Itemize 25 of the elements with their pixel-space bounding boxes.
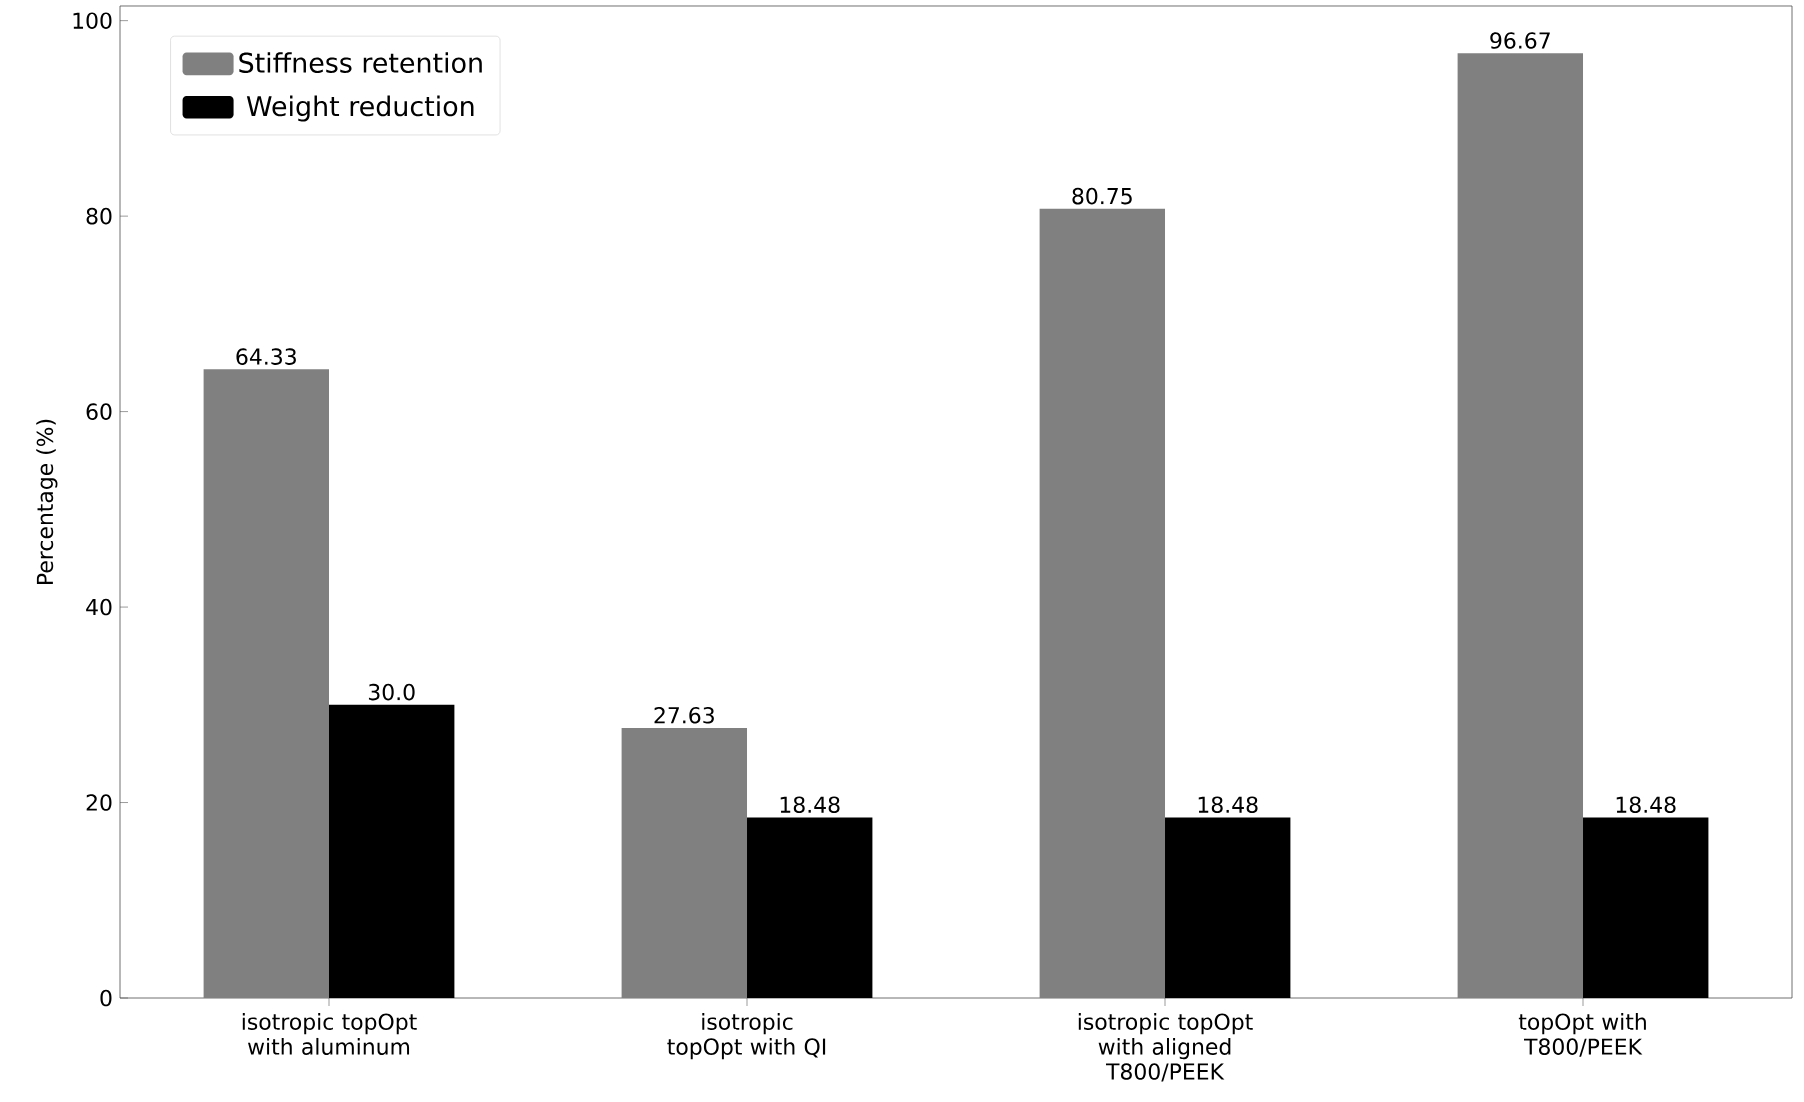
legend-label: Stiffness retention: [239, 52, 482, 73]
x-tick-label: topOpt with T800/PEEK: [1518, 1013, 1646, 1057]
data-label: 18.48: [1616, 796, 1676, 813]
y-tick-label: 100: [73, 12, 112, 29]
data-label: 18.48: [1198, 796, 1258, 813]
data-label: 18.48: [780, 796, 840, 813]
x-tick-label: isotropic topOpt with QI: [667, 1013, 826, 1060]
legend-label: Weight reduction: [246, 95, 474, 122]
x-tick-label: isotropic topOpt with aligned T800/PEEK: [1078, 1013, 1253, 1082]
data-label: 96.67: [1490, 32, 1550, 49]
y-axis-title: Percentage (%): [36, 419, 58, 584]
data-label: 80.75: [1072, 187, 1132, 205]
bar: [621, 727, 748, 998]
data-label: 30.0: [368, 683, 415, 701]
data-label: 64.33: [236, 348, 296, 365]
y-tick-label: 20: [86, 794, 112, 811]
x-tick-label: isotropic topOpt with aluminum: [242, 1013, 417, 1055]
y-tick-label: 0: [100, 989, 112, 1007]
bar: [203, 369, 329, 998]
y-tick-label: 40: [86, 598, 112, 616]
data-label: 27.63: [654, 707, 714, 724]
y-tick-label: 60: [86, 403, 112, 420]
y-tick-label: 80: [86, 207, 112, 225]
bar: [1457, 53, 1584, 998]
bar: [1039, 208, 1166, 998]
